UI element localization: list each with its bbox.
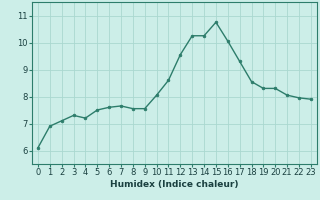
X-axis label: Humidex (Indice chaleur): Humidex (Indice chaleur) (110, 180, 239, 189)
